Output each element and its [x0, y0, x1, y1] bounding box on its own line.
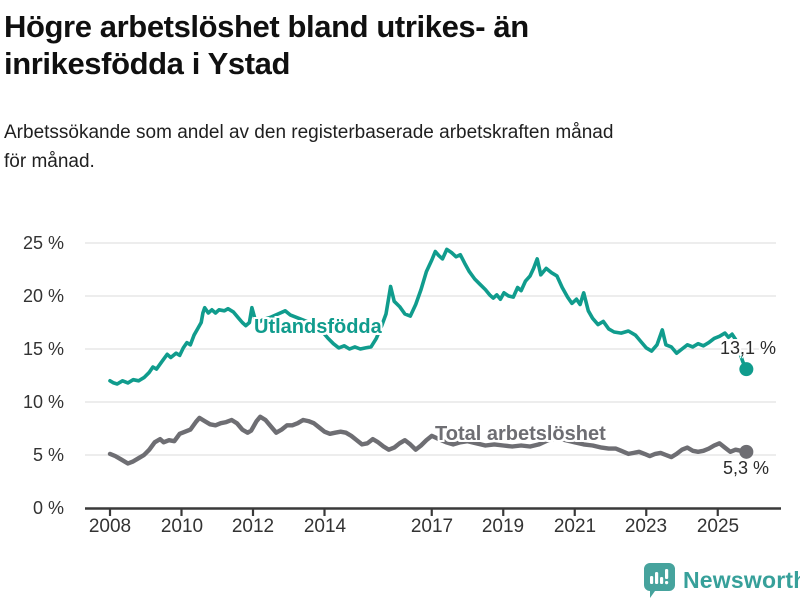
- x-tick-2012: 2012: [231, 516, 275, 537]
- chart-subtitle: Arbetssökande som andel av den registerb…: [4, 118, 794, 176]
- end-value-utlandsfodda: 13,1 %: [720, 338, 777, 358]
- chart-title-line1: Högre arbetslöshet bland utrikes- än: [4, 9, 529, 44]
- x-tick-2010: 2010: [160, 516, 204, 537]
- end-dot-total: [739, 444, 754, 459]
- y-tick-0: 0 %: [32, 498, 64, 518]
- newsworthy-brand: Newsworthy: [644, 563, 800, 598]
- y-tick-15: 15 %: [22, 339, 64, 359]
- x-tick-2023: 2023: [624, 516, 668, 537]
- end-dot-utlandsfodda: [739, 362, 754, 377]
- y-tick-20: 20 %: [22, 286, 64, 306]
- newsworthy-brand-text: Newsworthy: [683, 567, 800, 593]
- x-tick-2008: 2008: [88, 516, 132, 537]
- chart-subtitle-line1: Arbetssökande som andel av den registerb…: [4, 122, 614, 143]
- x-tick-2017: 2017: [410, 516, 454, 537]
- chart-title: Högre arbetslöshet bland utrikes- än inr…: [4, 8, 704, 82]
- y-tick-25: 25 %: [22, 233, 64, 253]
- y-tick-5: 5 %: [32, 445, 64, 465]
- chart-title-line2: inrikesfödda i Ystad: [4, 46, 291, 81]
- newsworthy-logo-icon: [644, 563, 675, 598]
- x-tick-2025: 2025: [696, 516, 740, 537]
- y-tick-10: 10 %: [22, 392, 64, 412]
- series-label-utlandsfodda: Utlandsfödda: [254, 316, 382, 338]
- line-chart: [85, 242, 781, 516]
- series-line-total: [107, 414, 749, 466]
- x-tick-2019: 2019: [481, 516, 525, 537]
- speech-bubble-shape: [644, 563, 675, 598]
- end-value-total: 5,3 %: [723, 458, 770, 478]
- bar-chart-glyph: [650, 569, 669, 585]
- chart-subtitle-line2: för månad.: [4, 151, 95, 172]
- series-line-utlandsfodda: [108, 247, 749, 386]
- series-label-total-arbetsloshet: Total arbetslöshet: [435, 423, 606, 445]
- x-tick-2021: 2021: [553, 516, 597, 537]
- x-tick-2014: 2014: [303, 516, 347, 537]
